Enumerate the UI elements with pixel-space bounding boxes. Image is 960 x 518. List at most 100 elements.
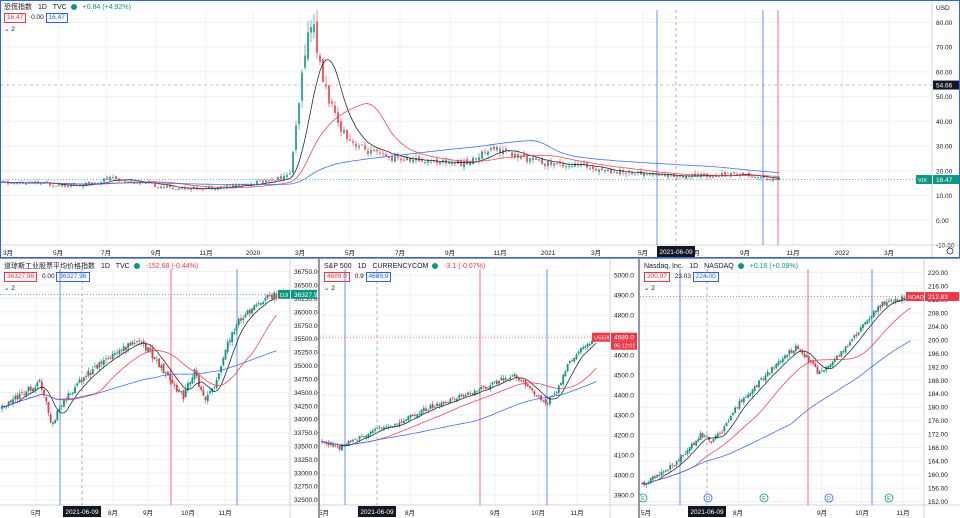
pane-divider[interactable] xyxy=(0,258,960,259)
candle-body xyxy=(903,297,906,300)
spx-chart-canvas[interactable]: 5000.04900.04800.04700.04600.04500.04400… xyxy=(320,259,638,518)
vix-chart-pane[interactable]: 80.00 70.00 60.00 50.00 40.00 30.00 20.00 10.00… xyxy=(0,0,960,258)
candle-body xyxy=(484,386,487,389)
ask-box[interactable]: 16.47 xyxy=(45,13,68,23)
candle-body xyxy=(111,354,114,359)
market-status-icon xyxy=(133,263,140,270)
candle-body xyxy=(712,439,715,442)
ask-box[interactable]: 4689.9 xyxy=(365,272,392,282)
ndaq-chart-canvas[interactable]: 220.00216.00212.00208.00204.00200.00196.… xyxy=(640,259,960,518)
indicators-toggle[interactable]: ⌄ 2 xyxy=(644,284,655,292)
candle-body xyxy=(202,188,204,190)
candle-body xyxy=(316,21,318,53)
candle-body xyxy=(304,55,306,68)
time-tick-label: 8月 xyxy=(733,509,743,517)
candle-body xyxy=(172,188,174,189)
candle-body xyxy=(52,185,54,187)
pane-divider[interactable] xyxy=(318,259,320,518)
pane-divider[interactable] xyxy=(638,259,640,518)
candle-body xyxy=(575,354,578,359)
candle-body xyxy=(658,174,660,176)
spx-chart-pane[interactable]: 5000.04900.04800.04700.04600.04500.04400… xyxy=(320,259,638,518)
candle-body xyxy=(332,444,334,447)
dow-chart-canvas[interactable]: 36750.00 36500.00 36250.00 36000.00 35750.00… xyxy=(0,259,318,518)
price-tick-label: 34500.00 xyxy=(294,390,318,397)
candle-body xyxy=(493,146,495,150)
candle-body xyxy=(784,355,786,359)
candle-body xyxy=(136,341,138,342)
ask-box[interactable]: 224.00 xyxy=(692,272,719,282)
candle-body xyxy=(478,157,480,161)
price-tick-label: 4600.0 xyxy=(614,353,634,360)
candle-body xyxy=(397,156,399,158)
candle-body xyxy=(838,355,841,357)
interval: 1D xyxy=(100,263,110,270)
candle-body xyxy=(466,159,468,165)
candle-body xyxy=(651,476,654,480)
candle-body xyxy=(562,375,565,385)
candle-body xyxy=(369,431,372,435)
event-marker xyxy=(759,493,769,503)
candle-body xyxy=(153,356,156,359)
indicators-toggle[interactable]: ⌄ 2 xyxy=(4,284,15,292)
bid-box[interactable]: 4689.0 xyxy=(324,272,350,282)
crosshair-price-tag xyxy=(933,80,959,90)
candle-body xyxy=(61,184,63,187)
chevron-down-icon: ⌄ xyxy=(4,285,10,292)
candle-body xyxy=(520,155,522,159)
chevron-down-icon: ⌄ xyxy=(324,285,330,292)
candle-body xyxy=(532,157,534,160)
bid-box[interactable]: 200.97 xyxy=(644,272,670,282)
price-tick-label: 33000.00 xyxy=(294,470,318,477)
indicators-toggle[interactable]: ⌄ 2 xyxy=(324,284,335,292)
time-tick-label: 5月 xyxy=(345,249,355,257)
candle-body xyxy=(341,444,343,451)
candle-body xyxy=(160,186,162,188)
candle-body xyxy=(447,401,450,403)
indicators-toggle[interactable]: ⌄ 2 xyxy=(4,25,15,33)
candle-body xyxy=(840,351,843,357)
candle-body xyxy=(214,188,216,191)
candle-body xyxy=(448,162,450,164)
candle-body xyxy=(189,382,191,385)
time-tick-label: 9月 xyxy=(740,249,750,257)
candle-body xyxy=(607,169,609,171)
candle-body xyxy=(721,172,723,177)
price-tick-label: 220.00 xyxy=(928,270,948,277)
last-price-tag xyxy=(925,292,959,302)
symbol-name[interactable]: 恐慌指数 xyxy=(4,4,32,11)
candle-body xyxy=(18,393,21,399)
candle-body xyxy=(550,161,552,165)
ask-box[interactable]: 36327.96 xyxy=(56,272,90,282)
bid-box[interactable]: 16.47 xyxy=(4,13,27,23)
candle-body xyxy=(190,188,192,190)
price-tick-label: 4400.0 xyxy=(614,393,634,400)
symbol-name[interactable]: S&P 500 xyxy=(324,263,352,270)
candle-body xyxy=(460,394,463,397)
candle-body xyxy=(475,157,477,160)
time-tick-label: 5月 xyxy=(641,509,651,517)
candle-body xyxy=(322,59,324,83)
candle-body xyxy=(154,183,156,187)
candle-body xyxy=(358,436,361,440)
candle-body xyxy=(712,176,714,178)
bid-box[interactable]: 36327.96 xyxy=(4,272,38,282)
ndaq-chart-pane[interactable]: 220.00216.00212.00208.00204.00200.00196.… xyxy=(640,259,960,518)
symbol-name[interactable]: Nasdaq, Inc. xyxy=(644,263,684,270)
candle-body xyxy=(697,438,700,442)
candle-body xyxy=(760,177,762,179)
vix-chart-canvas[interactable]: 80.0070.0060.0050.0040.0030.0020.0010.00… xyxy=(0,0,960,258)
candle-body xyxy=(643,173,645,176)
candle-body xyxy=(147,347,149,353)
candle-body xyxy=(346,129,348,140)
price-tick-label: 4500.0 xyxy=(614,373,634,380)
price-tick-label: 10.00 xyxy=(936,193,953,200)
dow-chart-pane[interactable]: 36750.00 36500.00 36250.00 36000.00 35750.00… xyxy=(0,259,318,518)
symbol-name[interactable]: 道琼斯工业股票平均价格指数 xyxy=(4,263,95,270)
candle-body xyxy=(546,403,549,405)
candle-body xyxy=(831,361,834,366)
candle-body xyxy=(89,372,92,375)
price-tick-label: 196.00 xyxy=(928,351,948,358)
candle-body xyxy=(391,156,393,161)
candle-body xyxy=(363,436,365,438)
